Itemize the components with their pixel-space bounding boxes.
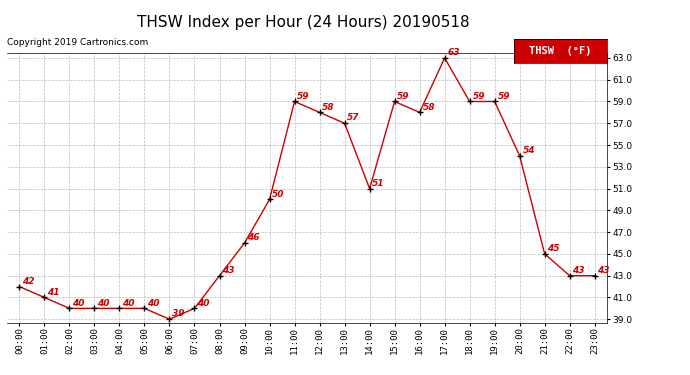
Text: 40: 40 (122, 298, 135, 307)
Text: 59: 59 (473, 92, 485, 101)
Text: 40: 40 (197, 298, 210, 307)
Text: 43: 43 (598, 266, 610, 275)
Text: 63: 63 (447, 48, 460, 57)
Text: 54: 54 (522, 146, 535, 155)
Text: 39: 39 (172, 309, 185, 318)
Text: 59: 59 (397, 92, 410, 101)
Text: 43: 43 (573, 266, 585, 275)
Text: 40: 40 (97, 298, 110, 307)
Text: 40: 40 (72, 298, 85, 307)
Text: Copyright 2019 Cartronics.com: Copyright 2019 Cartronics.com (7, 38, 148, 47)
Text: 58: 58 (422, 103, 435, 112)
Text: 59: 59 (497, 92, 510, 101)
Text: 45: 45 (547, 244, 560, 253)
Text: 57: 57 (347, 114, 360, 123)
Text: 50: 50 (273, 190, 285, 199)
Text: 58: 58 (322, 103, 335, 112)
Text: 59: 59 (297, 92, 310, 101)
Text: 42: 42 (22, 277, 34, 286)
Text: 51: 51 (373, 179, 385, 188)
Text: 41: 41 (47, 288, 60, 297)
Text: 46: 46 (247, 233, 260, 242)
Text: 43: 43 (222, 266, 235, 275)
Text: 40: 40 (147, 298, 160, 307)
Text: THSW Index per Hour (24 Hours) 20190518: THSW Index per Hour (24 Hours) 20190518 (137, 15, 470, 30)
